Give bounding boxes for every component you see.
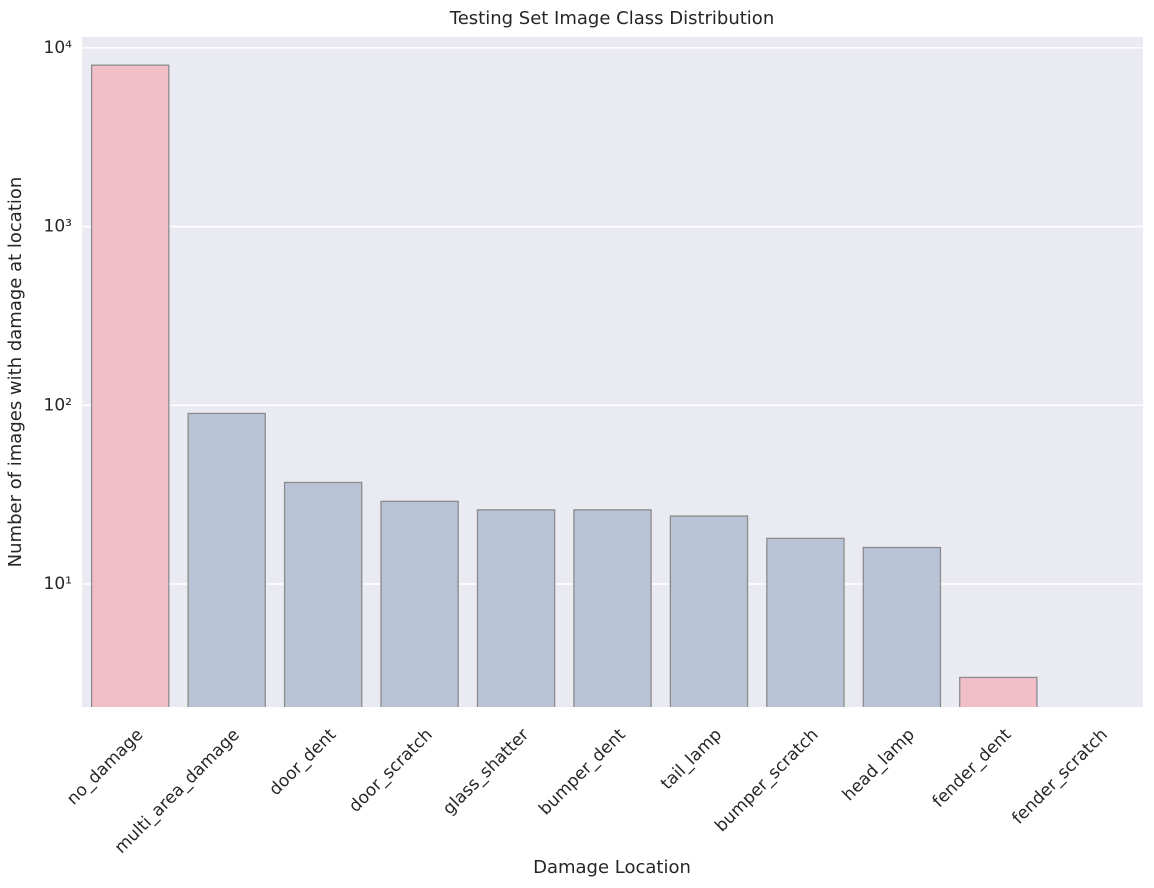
bar (187, 412, 266, 707)
bar (90, 64, 170, 707)
x-axis-label: Damage Location (533, 857, 691, 878)
x-tick-label: fender_scratch (1008, 725, 1111, 828)
x-tick-label: tail_lamp (657, 725, 726, 794)
y-tick-label: 10² (44, 395, 72, 415)
y-tick-label: 10¹ (44, 574, 72, 594)
bar (283, 481, 363, 707)
bars (90, 64, 1133, 717)
x-tick-label: fender_dent (929, 725, 1016, 812)
x-tick-label: door_dent (265, 725, 340, 800)
bar (380, 500, 459, 707)
x-tick-label: glass_shatter (439, 725, 533, 819)
bar (476, 509, 556, 707)
x-tick-label: no_damage (63, 725, 147, 809)
bar (766, 537, 845, 707)
y-axis-label: Number of images with damage at location (5, 177, 26, 568)
bar (862, 546, 942, 707)
bar (669, 515, 749, 707)
x-tick-label: bumper_scratch (711, 725, 822, 836)
x-tick-label: bumper_dent (535, 725, 630, 820)
y-tick-label: 10⁴ (44, 38, 73, 58)
x-tick-label: door_scratch (345, 725, 437, 817)
bar (959, 676, 1038, 707)
y-tick-label: 10³ (44, 217, 72, 237)
x-tick-label: head_lamp (839, 725, 919, 805)
chart-title: Testing Set Image Class Distribution (449, 8, 774, 29)
bar (1056, 709, 1133, 717)
bar (573, 509, 652, 707)
